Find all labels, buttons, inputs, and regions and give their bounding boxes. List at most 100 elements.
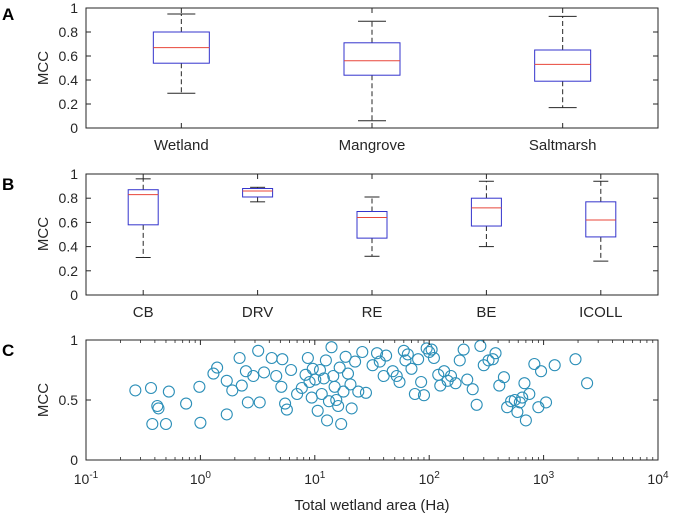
box-iqr [470,197,502,227]
ytick-label: 1 [70,332,78,348]
scatter-point [427,351,440,365]
category-label: RE [362,304,383,321]
scatter-point [253,396,266,409]
scatter-point [461,373,474,386]
xtick-label: 103 [533,470,555,487]
scatter-point [511,405,524,419]
box-plot [152,13,210,94]
panel-label-a: A [2,5,14,24]
xtick-label: 101 [304,470,326,487]
tick-marks [85,7,659,461]
yticks-a: 0 0.2 0.4 0.6 0.8 1 [59,0,79,136]
scatter-point [335,417,348,431]
category-label: Wetland [154,137,209,154]
scatter-point [211,361,224,374]
scatter-point [321,414,334,427]
scatter-c [129,339,594,431]
box-iqr [127,189,159,226]
categories-a: Wetland Mangrove Saltmarsh [154,137,596,154]
scatter-point [270,369,283,383]
scatter-point [193,380,206,393]
scatter-point [194,416,207,429]
scatter-point [386,365,399,378]
scatter-point [276,353,289,366]
scatter-point [129,384,142,397]
box-plot [127,178,159,258]
scatter-point [180,397,193,410]
category-label: CB [133,304,154,321]
scatter-point [330,393,343,407]
scatter-point [332,399,345,413]
scatter-point [315,387,328,401]
ylabel-c: MCC [35,383,52,417]
scatter-point [366,359,379,372]
scatter-point [319,354,332,367]
scatter-point [466,383,479,396]
scatter-point [373,355,386,368]
scatter-point [305,391,318,404]
ytick-label: 0 [70,287,78,303]
category-label: Mangrove [339,137,406,154]
ytick-label: 1 [70,0,78,16]
scatter-point [349,355,362,368]
scatter-point [581,377,594,390]
box-plot [242,186,274,203]
scatter-point [220,408,233,421]
scatter-point [226,384,239,397]
scatter-point [325,341,338,354]
ytick-label: 0 [70,452,78,468]
scatter-point [295,381,308,395]
scatter-point [151,399,164,413]
yticks-c: 0 0.5 1 [59,332,79,468]
ytick-label: 0.6 [59,214,79,230]
axes-c [85,339,659,461]
scatter-point [220,374,233,387]
box-iqr [242,188,274,198]
scatter-point [489,347,502,360]
boxes-b [127,178,617,262]
scatter-point [548,359,561,372]
boxes-a [152,13,592,122]
scatter-point [399,354,412,367]
scatter-point [405,362,418,375]
scatter-point [493,379,506,392]
scatter-point [370,347,384,360]
xlabel-c: Total wetland area (Ha) [294,497,449,514]
scatter-point [339,350,352,363]
ytick-label: 0.8 [59,190,79,206]
category-label: DRV [242,304,273,321]
box-iqr [585,201,617,238]
scatter-point [162,385,175,398]
xtick-label: 104 [647,470,669,487]
scatter-point [359,386,373,399]
box-plot [585,180,617,262]
scatter-point [516,391,529,404]
category-label: BE [476,304,496,321]
scatter-point [341,367,355,380]
categories-b: CB DRV RE BE ICOLL [133,304,623,321]
scatter-point [207,367,220,380]
scatter-point [380,349,393,362]
ytick-label: 0.4 [59,239,79,255]
scatter-point [519,414,532,427]
scatter-point [303,375,316,389]
scatter-point [235,379,248,392]
box-plot [343,20,401,122]
box-plot [534,15,592,109]
scatter-point [486,353,499,366]
scatter-point [523,387,536,401]
scatter-point [470,398,483,411]
scatter-point [420,342,433,355]
ytick-label: 0.8 [59,24,79,40]
scatter-point [569,353,582,366]
scatter-point [393,375,406,389]
scatter-point [497,371,510,384]
scatter-point [284,363,298,377]
scatter-point [477,359,490,372]
scatter-point [528,357,541,371]
ytick-label: 1 [70,166,78,182]
scatter-point [311,404,324,417]
scatter-point [408,387,421,401]
scatter-point [539,396,553,409]
scatter-point [309,373,322,386]
